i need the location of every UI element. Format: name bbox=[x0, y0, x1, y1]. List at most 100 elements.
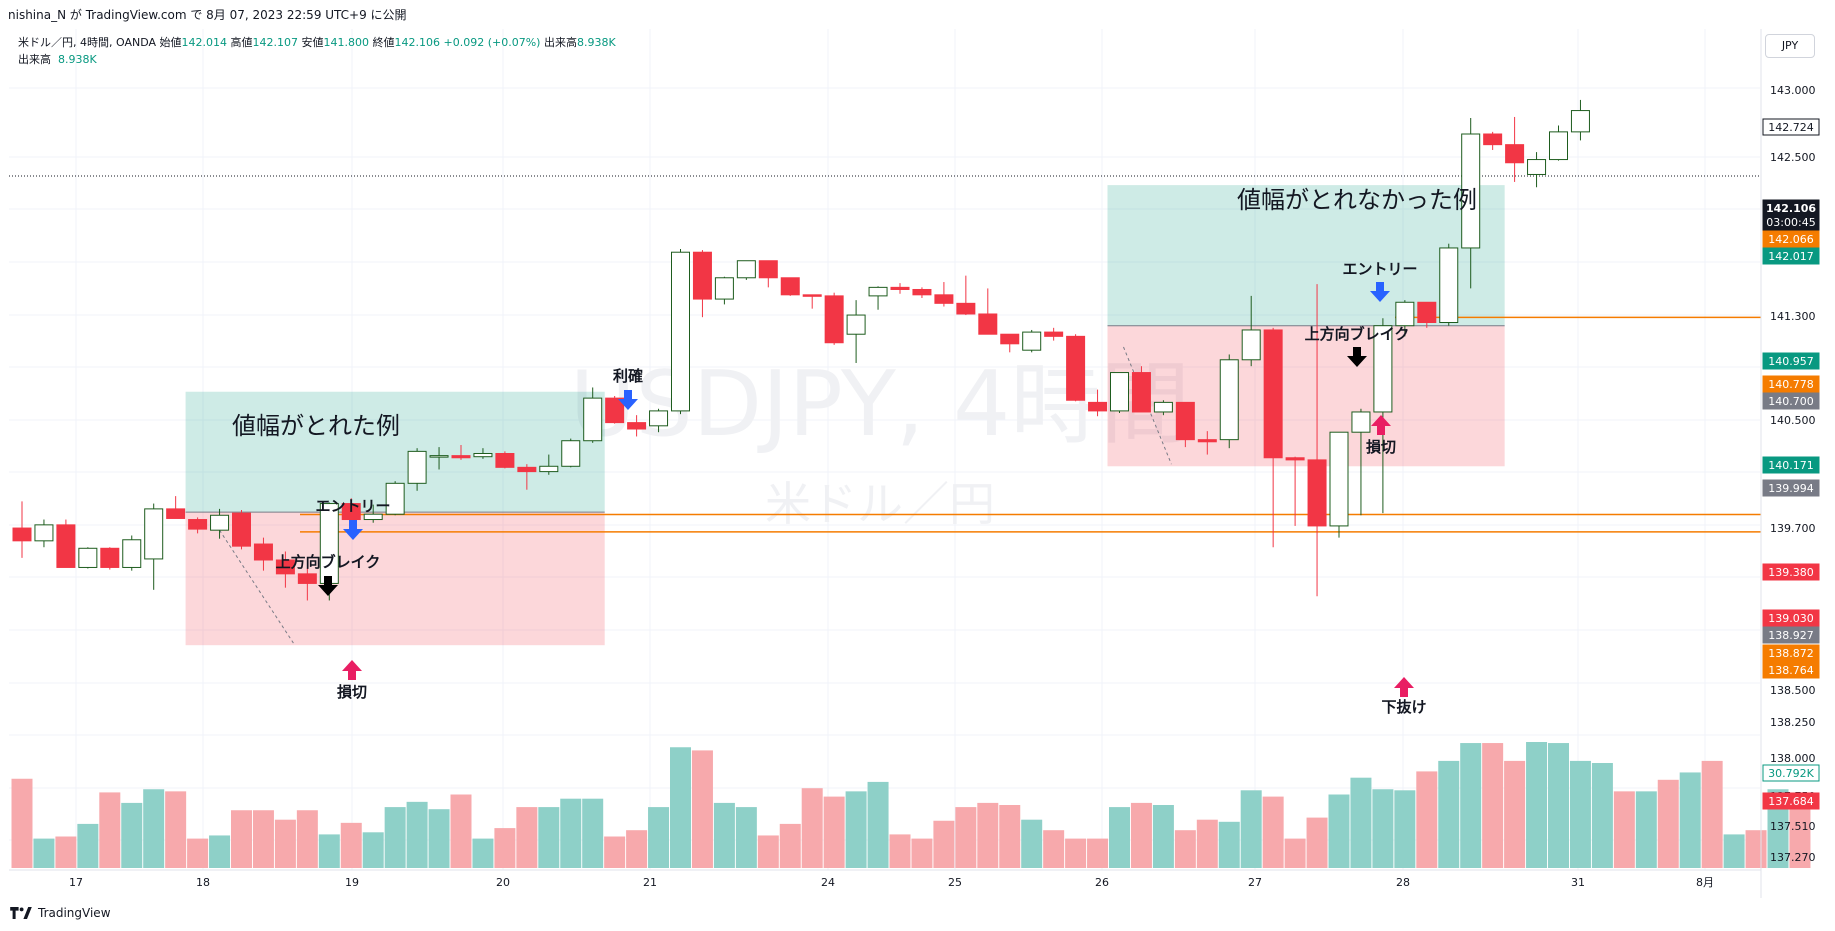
candle-body bbox=[1417, 301, 1437, 324]
price-label-box bbox=[1762, 375, 1820, 393]
price-label-box bbox=[1762, 644, 1820, 662]
candle-body bbox=[210, 514, 230, 531]
volume-bar bbox=[77, 823, 99, 868]
volume-bar bbox=[977, 802, 999, 868]
volume-bar bbox=[867, 781, 889, 868]
volume-bar bbox=[296, 810, 318, 868]
volume-bar bbox=[648, 807, 670, 868]
footer-brand-label: TradingView bbox=[38, 906, 111, 920]
volume-bar bbox=[955, 807, 977, 868]
time-axis-tick: 21 bbox=[643, 876, 657, 889]
candle-body bbox=[78, 547, 98, 568]
entry-arrow-icon bbox=[1370, 282, 1390, 302]
loss-zone-box bbox=[1107, 325, 1505, 467]
volume-indicator-label[interactable]: 出来高 bbox=[18, 53, 51, 66]
candle-body bbox=[561, 440, 581, 467]
candle-body bbox=[1461, 133, 1481, 249]
stop-loss-arrow-icon bbox=[1371, 415, 1391, 435]
volume-value: 8.938K bbox=[576, 36, 616, 49]
high-label: 高値 bbox=[230, 36, 253, 49]
volume-bar bbox=[1065, 838, 1087, 868]
annotation-entry-label: エントリー bbox=[315, 497, 390, 515]
volume-bar bbox=[757, 835, 779, 868]
trajectory-line bbox=[219, 529, 294, 644]
volume-bar bbox=[1218, 821, 1240, 868]
entry-arrow-icon bbox=[343, 520, 363, 540]
volume-bar bbox=[1745, 830, 1767, 868]
volume-bar bbox=[187, 838, 209, 868]
symbol-label[interactable]: 米ドル／円, 4時間, OANDA bbox=[18, 36, 157, 49]
volume-bar bbox=[252, 810, 274, 868]
candle-body bbox=[583, 397, 603, 442]
candle-body bbox=[1088, 401, 1108, 412]
volume-bar bbox=[121, 802, 143, 868]
volume-bar bbox=[384, 807, 406, 868]
price-label-text: 137.684 bbox=[1768, 795, 1814, 808]
loss-zone-box bbox=[185, 512, 605, 646]
volume-bar bbox=[604, 836, 626, 868]
volume-bar bbox=[1789, 802, 1811, 868]
volume-indicator-value: 8.938K bbox=[58, 53, 97, 66]
candle-body bbox=[12, 527, 32, 542]
volume-bar bbox=[1284, 838, 1306, 868]
candle-body bbox=[166, 508, 186, 519]
ohlc-legend: 米ドル／円, 4時間, OANDA 始値142.014 高値142.107 安値… bbox=[18, 34, 616, 50]
price-label-box bbox=[1762, 479, 1820, 497]
watermark-name: 米ドル／円 bbox=[765, 477, 995, 531]
volume-bar bbox=[494, 828, 516, 868]
currency-button[interactable]: JPY bbox=[1765, 34, 1815, 58]
candle-body bbox=[297, 573, 317, 584]
volume-bar bbox=[99, 792, 121, 868]
high-value: 142.107 bbox=[252, 36, 299, 49]
time-axis-tick: 26 bbox=[1095, 876, 1109, 889]
candle-body bbox=[868, 286, 888, 297]
volume-bar bbox=[516, 807, 538, 868]
low-label: 安値 bbox=[301, 36, 324, 49]
time-axis-tick: 25 bbox=[948, 876, 962, 889]
annotation-take-profit-label: 利確 bbox=[613, 367, 643, 385]
volume-bar bbox=[1306, 817, 1328, 868]
volume-bar bbox=[1372, 789, 1394, 868]
volume-bar bbox=[1591, 763, 1613, 868]
time-axis-tick: 19 bbox=[345, 876, 359, 889]
volume-bar bbox=[691, 750, 713, 868]
price-label-text: 138.764 bbox=[1768, 664, 1814, 677]
volume-bar bbox=[779, 823, 801, 868]
volume-bar bbox=[801, 788, 823, 868]
volume-bar bbox=[1438, 760, 1460, 868]
price-label-text: 140.700 bbox=[1768, 395, 1814, 408]
volume-bar bbox=[1262, 796, 1284, 868]
candle-body bbox=[1066, 335, 1086, 401]
price-axis-tick: 137.510 bbox=[1770, 820, 1816, 833]
volume-bar bbox=[1482, 743, 1504, 868]
volume-legend: 出来高 8.938K bbox=[18, 51, 97, 67]
time-axis-tick: 28 bbox=[1396, 876, 1410, 889]
volume-bar bbox=[713, 802, 735, 868]
volume-bar bbox=[11, 778, 33, 868]
candle-body bbox=[1241, 329, 1261, 361]
volume-bar bbox=[735, 807, 757, 868]
footer-brand[interactable]: TradingView bbox=[10, 906, 111, 920]
price-label-box bbox=[1762, 392, 1820, 410]
candle-body bbox=[1329, 431, 1349, 527]
candle-body bbox=[319, 503, 339, 584]
volume-bar bbox=[1174, 830, 1196, 868]
candle-body bbox=[1351, 411, 1371, 433]
time-axis-tick: 24 bbox=[821, 876, 835, 889]
annotation-title-success: 値幅がとれた例 bbox=[232, 412, 400, 440]
candle-body bbox=[671, 251, 690, 412]
volume-bar bbox=[582, 798, 604, 868]
volume-bar bbox=[1504, 760, 1526, 868]
volume-bar bbox=[1152, 805, 1174, 868]
volume-bar bbox=[1350, 777, 1372, 868]
volume-bar bbox=[406, 801, 428, 868]
candle-body bbox=[1439, 247, 1459, 324]
volume-bar bbox=[911, 838, 933, 868]
volume-bar bbox=[670, 747, 691, 868]
close-value: 142.106 bbox=[394, 36, 441, 49]
volume-bar bbox=[999, 805, 1021, 868]
volume-bar bbox=[933, 820, 955, 868]
candle-body bbox=[495, 453, 515, 468]
price-axis-tick: 141.300 bbox=[1770, 310, 1816, 323]
